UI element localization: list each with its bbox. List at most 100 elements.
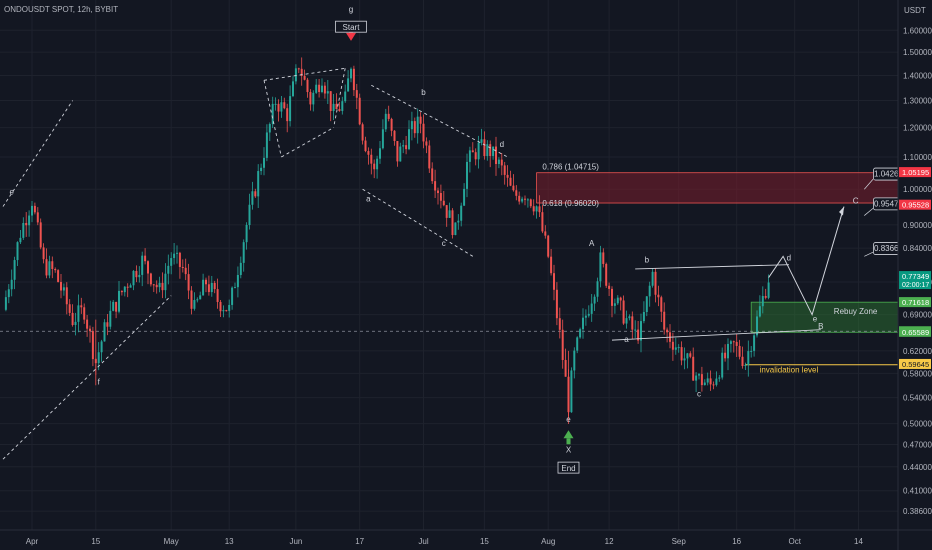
candle-body [309, 92, 312, 105]
candle-body [413, 121, 416, 134]
price-badge [899, 358, 931, 369]
candle-body [434, 181, 437, 191]
candle-body [625, 318, 628, 324]
candle-body [370, 154, 373, 164]
candle-body [33, 205, 36, 213]
candle-body [587, 313, 590, 316]
wave-label: B [818, 322, 823, 331]
candle-body [338, 109, 341, 112]
candle-body [480, 139, 483, 143]
price-badge-text: 0.77349 [902, 272, 929, 281]
time-tick-label: 13 [225, 537, 234, 546]
wave-label: c [697, 389, 701, 398]
price-badge-text: 1.05195 [902, 168, 929, 177]
candle-body [109, 310, 112, 327]
wedge-line [333, 68, 346, 128]
candle-body [51, 261, 54, 270]
triangle-line [635, 264, 789, 270]
end-arrow-stem [566, 438, 571, 445]
time-tick-label: 15 [91, 537, 100, 546]
candle-body [19, 237, 22, 243]
candle-body [280, 102, 283, 112]
time-axis[interactable]: Apr 15 May 13 Jun 17 Jul 15 Aug 12 Sep 16 Oct 14 [0, 529, 932, 546]
candle-body [724, 352, 727, 359]
wave-label: e [566, 415, 571, 424]
candle-body [277, 103, 280, 112]
candle-body [674, 347, 677, 350]
candle-body [245, 225, 248, 243]
candle-body [692, 356, 695, 381]
candle-body [225, 310, 228, 312]
wave-label-box [335, 20, 367, 33]
price-tick-label: 0.84000 [903, 244, 932, 253]
price-badge-text: 0.65589 [902, 328, 929, 337]
candle-body [219, 301, 222, 312]
candle-body [466, 161, 468, 189]
candle-body [7, 289, 10, 298]
candle-body [431, 168, 434, 182]
candle-body [750, 350, 753, 352]
time-tick-label: Aug [541, 537, 555, 546]
candle-body [599, 252, 602, 282]
end-arrow-icon [563, 430, 574, 439]
candle-body [579, 329, 582, 338]
candle-body [718, 377, 721, 379]
time-tick-label: 16 [732, 537, 741, 546]
candle-body [637, 329, 640, 341]
candle-body [155, 284, 158, 288]
candle-body [106, 322, 109, 327]
candle-body [118, 290, 120, 312]
candle-body [97, 352, 100, 364]
candle-body [700, 374, 703, 386]
candle-body [379, 148, 381, 159]
candle-body [663, 311, 666, 330]
candle-body [729, 341, 732, 344]
candle-body [695, 375, 698, 381]
candle-body [666, 329, 669, 333]
candle-body [367, 151, 370, 155]
candle-body [42, 247, 45, 260]
candle-body [234, 287, 236, 289]
price-axis[interactable]: 1.60000 1.50000 1.40000 1.30000 1.20000 1.100… [897, 0, 932, 550]
candle-body [39, 222, 42, 248]
price-badge-text: 0.95528 [902, 201, 929, 210]
candle-body [463, 188, 466, 206]
candle-body [268, 123, 271, 133]
candle-body [715, 378, 718, 385]
candle-body [619, 297, 622, 301]
candle-body [373, 163, 376, 170]
candle-body [558, 318, 561, 330]
candle-body [460, 205, 463, 221]
candle-body [686, 353, 689, 359]
wave-label: Rebuy Zone [834, 307, 878, 316]
price-callout-text: 0.95478 [874, 199, 903, 208]
candle-body [706, 378, 709, 383]
candle-body [703, 382, 706, 386]
price-tick-label: 1.00000 [903, 185, 932, 194]
candle-body [202, 279, 205, 296]
candle-body [303, 75, 306, 80]
candle-body [582, 317, 584, 330]
candle-body [83, 307, 86, 320]
candle-body [123, 286, 126, 293]
candle-body [167, 265, 170, 274]
currency-label: USDT [904, 6, 926, 15]
start-arrow-icon [346, 32, 356, 41]
candle-body [376, 158, 379, 170]
candle-body [120, 290, 123, 293]
candle-body [126, 286, 129, 288]
price-badge [899, 297, 931, 308]
price-tick-label: 0.69000 [903, 311, 932, 320]
candle-body [399, 146, 402, 162]
candle-body [402, 145, 405, 147]
price-tick-label: 0.50000 [903, 420, 932, 429]
candle-body [631, 316, 634, 330]
price-tick-label: 1.50000 [903, 48, 932, 57]
candle-body [457, 220, 460, 223]
candle-body [91, 331, 94, 360]
candle-body [764, 296, 767, 298]
candle-body [57, 270, 60, 282]
candle-body [190, 290, 193, 309]
